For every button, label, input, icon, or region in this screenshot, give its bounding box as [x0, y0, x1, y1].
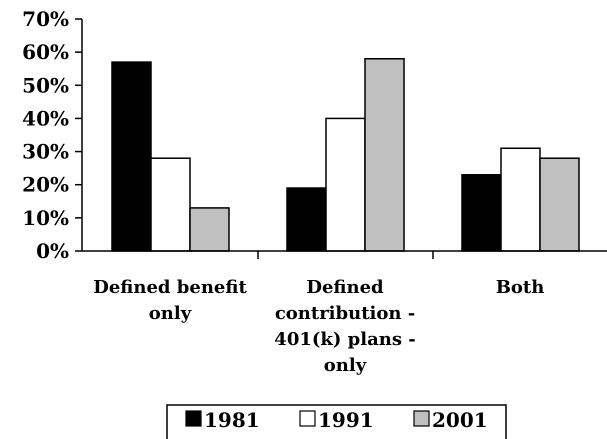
bar-1991-3 [500, 147, 541, 252]
axis-layer: 0% 10% 20% 30% 40% 50% 60% 70% Defined benefit on… [22, 7, 607, 376]
legend-label-2001: 2001 [432, 408, 488, 432]
y-tick-label: 0% [36, 239, 69, 263]
legend-swatch-1981 [185, 410, 202, 427]
bar-2001-2 [364, 58, 405, 252]
y-tick-label: 60% [22, 40, 69, 64]
y-tick-label: 20% [22, 173, 69, 197]
bar-1981-1 [111, 61, 152, 252]
y-tick-label: 10% [22, 206, 69, 230]
category-label-1: Defined benefit only [93, 277, 247, 324]
bar-1981-3 [461, 174, 502, 252]
bar-2001-3 [539, 157, 580, 252]
legend-swatch-1991 [299, 410, 316, 427]
legend-label-1981: 1981 [204, 408, 260, 432]
bars-layer [111, 58, 580, 252]
bar-1981-2 [286, 187, 327, 252]
legend-box [166, 404, 507, 439]
bar-1991-2 [325, 117, 366, 252]
bar-1991-1 [150, 157, 191, 252]
legend-label-1991: 1991 [318, 408, 374, 432]
y-tick-label: 40% [22, 106, 69, 130]
category-label-2: Defined contribution -401(k) plans -only [274, 277, 415, 376]
y-tick-label: 70% [22, 7, 69, 31]
legend: 1981 1991 2001 [166, 404, 507, 439]
legend-swatch-2001 [413, 410, 430, 427]
y-tick-label: 30% [22, 140, 69, 164]
category-label-3: Both [496, 277, 545, 298]
bar-2001-1 [189, 207, 230, 252]
y-tick-label: 50% [22, 73, 69, 97]
